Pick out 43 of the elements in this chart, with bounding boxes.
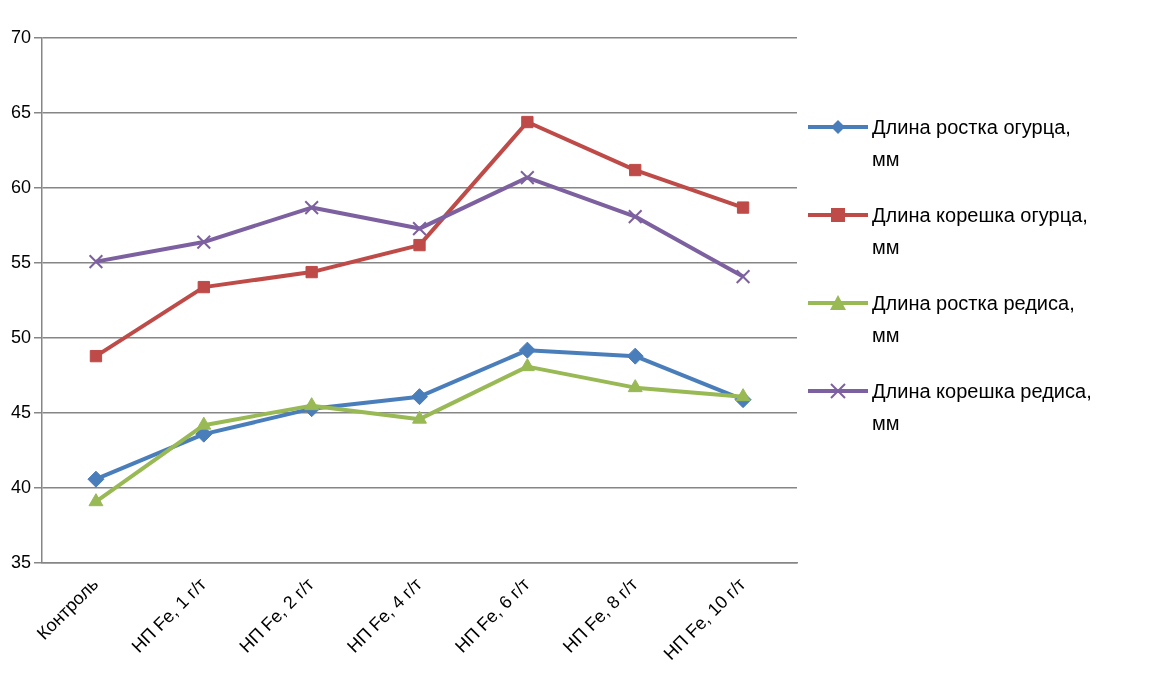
point bbox=[89, 349, 103, 363]
legend-label: Длина ростка редиса, мм bbox=[872, 291, 1076, 348]
point bbox=[519, 358, 535, 372]
y-tick-label: 35 bbox=[10, 552, 32, 573]
point bbox=[629, 163, 642, 177]
y-tick-label: 55 bbox=[10, 252, 32, 273]
point bbox=[304, 397, 320, 411]
legend-label: Длина корешка редиса, мм bbox=[872, 379, 1093, 436]
x-tick-label: НП Fe, 2 г/т bbox=[235, 574, 318, 657]
point bbox=[88, 493, 104, 507]
y-tick-label: 70 bbox=[10, 26, 32, 47]
legend-label: Длина корешка огурца, мм bbox=[872, 203, 1089, 260]
y-tick-label: 60 bbox=[10, 177, 32, 198]
point bbox=[87, 470, 105, 488]
point bbox=[88, 254, 104, 269]
point bbox=[412, 221, 427, 236]
x-tick-label: НП Fe, 10 г/т bbox=[659, 574, 750, 664]
point bbox=[626, 347, 644, 365]
point bbox=[735, 269, 751, 284]
point bbox=[412, 410, 427, 424]
point bbox=[413, 238, 426, 252]
point bbox=[521, 115, 534, 129]
point bbox=[197, 280, 210, 294]
x-tick-label: НП Fe, 1 г/т bbox=[127, 574, 211, 657]
legend-label: Длина ростка огурца, мм bbox=[872, 115, 1072, 172]
point bbox=[627, 379, 643, 393]
x-tick-label: НП Fe, 8 г/т bbox=[558, 574, 642, 657]
y-tick-label: 40 bbox=[10, 477, 32, 498]
y-tick-label: 50 bbox=[10, 327, 32, 348]
point bbox=[520, 170, 535, 185]
point bbox=[736, 201, 750, 214]
point bbox=[196, 234, 212, 250]
point bbox=[196, 416, 212, 430]
point bbox=[518, 341, 536, 359]
point bbox=[735, 388, 751, 402]
x-tick-label: НП Fe, 4 г/т bbox=[343, 574, 426, 657]
point bbox=[304, 200, 320, 215]
point bbox=[305, 265, 318, 279]
point bbox=[411, 388, 429, 406]
x-tick-label: НП Fe, 6 г/т bbox=[451, 574, 534, 657]
y-tick-label: 45 bbox=[10, 402, 32, 423]
y-tick-label: 65 bbox=[10, 102, 32, 122]
point bbox=[627, 209, 643, 224]
